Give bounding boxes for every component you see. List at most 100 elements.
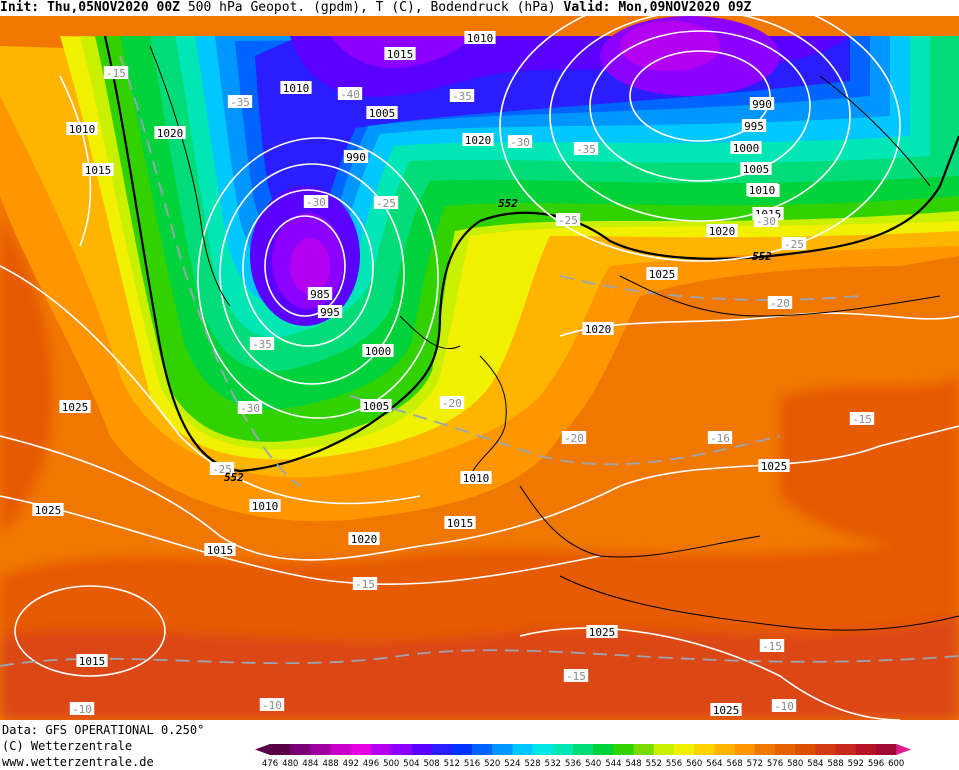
scale-swatch — [371, 744, 392, 755]
scale-swatch — [815, 744, 837, 755]
isotherm-label: -35 — [227, 95, 253, 109]
isobar-label-text: 1025 — [35, 504, 62, 517]
geopotential-label-text: 552 — [224, 471, 244, 484]
scale-swatch — [512, 744, 534, 755]
scale-left-arrow — [255, 744, 270, 755]
weather-map: 1010 1015 1010 1005 990 1020 1010 1015 1010 1020 9… — [0, 16, 959, 720]
isobar-label-text: 1010 — [283, 82, 310, 95]
scale-swatch — [391, 744, 412, 755]
isotherm-label: -15 — [563, 669, 589, 683]
field-ne-violet-2 — [620, 21, 720, 71]
isotherm-label-bg — [753, 214, 779, 227]
scale-tick-label: 560 — [686, 759, 702, 769]
scale-tick-label: 548 — [625, 759, 641, 769]
scale-swatch — [734, 744, 756, 755]
isotherm-label-bg — [259, 698, 285, 711]
geopotential-field — [0, 16, 959, 720]
isobar-label-bg — [32, 503, 64, 516]
isobar-label-text: 1020 — [709, 225, 736, 238]
isotherm-label-bg — [849, 412, 875, 425]
isotherm-label-bg — [249, 337, 275, 350]
scale-swatch — [855, 744, 877, 755]
isobar-label-bg — [582, 322, 614, 335]
isotherm-label-text: -25 — [558, 214, 578, 227]
isobar-label-text: 1010 — [252, 500, 279, 513]
isobar-label-text: 1015 — [85, 164, 112, 177]
isobar-label: 985 — [307, 287, 333, 301]
scale-swatch — [593, 744, 614, 755]
isotherm-label: -35 — [249, 337, 275, 351]
isotherm-label-bg — [555, 213, 581, 226]
scale-tick-label: 556 — [666, 759, 682, 769]
isobar-label-bg — [360, 399, 392, 412]
isotherm-label-bg — [563, 669, 589, 682]
scale-tick-label: 532 — [545, 759, 561, 769]
isobar-label: 1015 — [384, 47, 416, 61]
scale-swatch — [451, 744, 473, 755]
isobar-label: 1010 — [746, 183, 778, 197]
scale-tick-label: 492 — [343, 759, 359, 769]
isotherm-label-text: -35 — [576, 143, 596, 156]
isotherm-label-text: -15 — [762, 640, 782, 653]
isobar-label: 1025 — [59, 400, 91, 414]
isotherm-label-text: -15 — [566, 670, 586, 683]
isobar-label-text: 1010 — [749, 184, 776, 197]
data-source: Data: GFS OPERATIONAL 0.250° — [2, 723, 205, 737]
isotherm-label: -25 — [373, 196, 399, 210]
scale-tick-label: 552 — [646, 759, 662, 769]
isobar-label-text: 1015 — [207, 544, 234, 557]
isotherm-label-bg — [573, 142, 599, 155]
isobar-label-bg — [307, 287, 333, 300]
isotherm-label-bg — [337, 87, 363, 100]
scale-swatch — [532, 744, 554, 755]
isobar-label-text: 990 — [752, 98, 772, 111]
scale-tick-label: 572 — [747, 759, 763, 769]
isotherm-label-text: -16 — [710, 432, 730, 445]
isobar-label-bg — [317, 305, 343, 318]
isobar-label-bg — [66, 122, 98, 135]
isobar-label-text: 1005 — [363, 400, 390, 413]
isobar-label: 1025 — [32, 503, 64, 517]
scale-tick-label: 584 — [807, 759, 823, 769]
isobar-label: 995 — [317, 305, 343, 319]
scale-swatch — [411, 744, 433, 755]
geopotential-label: 552 — [752, 250, 772, 263]
isotherm-label-text: -35 — [452, 90, 472, 103]
scale-swatch — [573, 744, 594, 755]
geopotential-label-text: 552 — [498, 197, 518, 210]
isobar-label-text: 1005 — [743, 163, 770, 176]
isotherm-label-text: -15 — [106, 67, 126, 80]
isotherm-label-text: -10 — [262, 699, 282, 712]
valid-time: Valid: Mon,09NOV2020 09Z — [563, 0, 752, 15]
isobar-label-text: 1010 — [463, 472, 490, 485]
scale-swatch — [330, 744, 352, 755]
isobar-label-text: 1025 — [649, 268, 676, 281]
isotherm-label: -10 — [259, 698, 285, 712]
product-description: 500 hPa Geopot. (gpdm), T (C), Bodendruc… — [187, 0, 556, 15]
isobar-label: 1015 — [82, 163, 114, 177]
scale-right-arrow — [896, 744, 912, 755]
isobar-label: 1010 — [464, 31, 496, 45]
scale-swatch — [350, 744, 372, 755]
isotherm-label-text: -35 — [252, 338, 272, 351]
scale-tick-label: 576 — [767, 759, 783, 769]
isotherm-label-text: -30 — [306, 196, 326, 209]
isobar-label-text: 985 — [310, 288, 330, 301]
contour-552 — [103, 35, 959, 473]
isotherm-label: -35 — [573, 142, 599, 156]
isotherm-label-text: -10 — [774, 700, 794, 713]
isobar-label-bg — [710, 703, 742, 716]
copyright: (C) Wetterzentrale — [2, 739, 133, 753]
scale-swatch — [694, 744, 715, 755]
isotherm-label: -30 — [303, 195, 329, 209]
scale-tick-label: 568 — [726, 759, 742, 769]
scale-swatch — [492, 744, 513, 755]
scale-tick-label: 592 — [848, 759, 864, 769]
scale-swatch — [633, 744, 655, 755]
isotherm-label-text: -25 — [784, 238, 804, 251]
isotherm-label: -30 — [507, 135, 533, 149]
scale-tick-label: 544 — [605, 759, 621, 769]
isobar-label: 1010 — [280, 81, 312, 95]
isotherm-label-text: -25 — [376, 197, 396, 210]
isotherm-label: -15 — [352, 577, 378, 591]
